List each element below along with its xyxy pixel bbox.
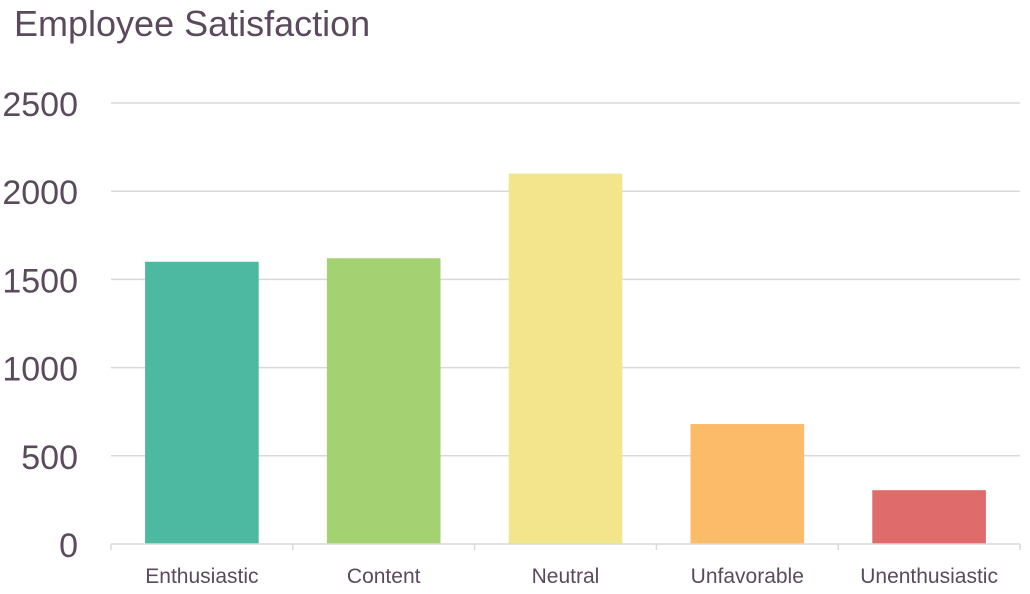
x-tick-label: Enthusiastic [145, 565, 258, 588]
x-axis-ticks: Enthusiastic Content Neutral Unfavorable Une… [145, 565, 998, 588]
x-tick-label: Content [347, 565, 421, 588]
bar-unenthusiastic [872, 490, 986, 544]
y-tick-label: 0 [59, 527, 78, 565]
bar-content [326, 258, 441, 544]
x-tick-label: Unfavorable [691, 565, 804, 588]
bar-neutral [508, 173, 623, 544]
y-axis-ticks: 0 500 1000 1500 2000 2500 [2, 86, 78, 565]
bars [145, 173, 986, 544]
y-tick-label: 500 [21, 439, 78, 477]
bar-enthusiastic [145, 261, 259, 544]
y-tick-label: 1500 [2, 262, 78, 300]
x-tick-label: Unenthusiastic [860, 565, 998, 588]
bar-unfavorable [690, 424, 805, 544]
y-tick-label: 1000 [2, 351, 78, 389]
x-axis [110, 543, 1021, 550]
chart-title: Employee Satisfaction [14, 3, 370, 44]
x-tick-label: Neutral [532, 565, 600, 588]
y-tick-label: 2500 [2, 86, 78, 124]
y-tick-label: 2000 [2, 174, 78, 212]
